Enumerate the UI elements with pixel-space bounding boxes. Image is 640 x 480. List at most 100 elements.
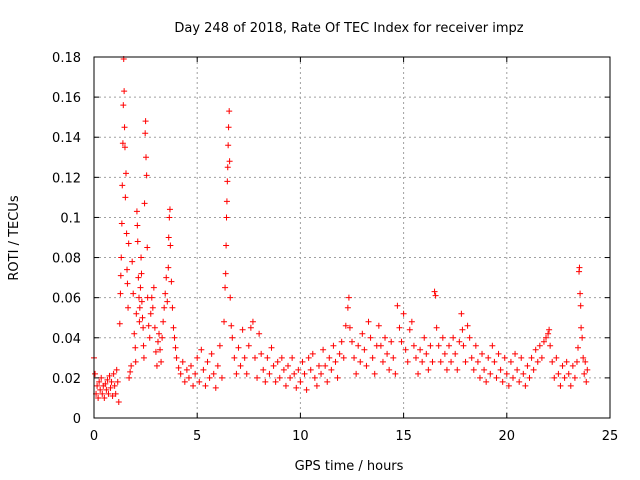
data-point <box>520 370 527 377</box>
data-point <box>553 354 560 361</box>
data-point <box>181 378 188 385</box>
data-point <box>551 374 558 381</box>
data-point <box>575 344 582 351</box>
data-point <box>115 398 122 405</box>
data-point <box>377 342 384 349</box>
data-point <box>340 354 347 361</box>
data-point <box>382 334 389 341</box>
data-point <box>485 354 492 361</box>
x-tick-label: 15 <box>395 429 412 444</box>
data-point <box>427 342 434 349</box>
chart-title: Day 248 of 2018, Rate Of TEC Index for r… <box>174 21 523 36</box>
y-tick-label: 0.1 <box>60 211 81 226</box>
data-point <box>159 334 166 341</box>
data-point <box>132 358 139 365</box>
data-point <box>143 154 150 161</box>
data-point <box>226 108 233 115</box>
data-point <box>165 234 172 241</box>
data-point <box>256 330 263 337</box>
data-point <box>448 358 455 365</box>
data-point <box>222 270 229 277</box>
data-point <box>561 374 568 381</box>
data-point <box>150 284 157 291</box>
data-point <box>135 294 142 301</box>
data-point <box>188 362 195 369</box>
data-point <box>509 374 516 381</box>
data-point <box>266 370 273 377</box>
data-point <box>532 346 539 353</box>
data-point <box>142 118 149 125</box>
data-point <box>149 304 156 311</box>
data-point <box>555 370 562 377</box>
data-point <box>355 342 362 349</box>
data-point <box>254 374 261 381</box>
data-point <box>165 264 172 271</box>
data-point <box>526 374 533 381</box>
data-point <box>402 346 409 353</box>
data-point <box>534 358 541 365</box>
data-point <box>514 366 521 373</box>
data-point <box>459 326 466 333</box>
y-tick-label: 0.02 <box>52 372 81 387</box>
data-point <box>315 362 322 369</box>
data-point <box>538 354 545 361</box>
data-point <box>287 374 294 381</box>
data-point <box>569 362 576 369</box>
data-point <box>121 88 128 95</box>
data-point <box>419 358 426 365</box>
data-point <box>105 390 112 397</box>
data-point <box>536 342 543 349</box>
data-point <box>307 366 314 373</box>
data-point <box>282 382 289 389</box>
data-point <box>406 326 413 333</box>
data-point <box>185 374 192 381</box>
data-point <box>183 366 190 373</box>
data-point <box>117 272 124 279</box>
x-tick-label: 5 <box>193 429 201 444</box>
data-point <box>168 278 175 285</box>
data-point <box>503 370 510 377</box>
data-point <box>223 214 230 221</box>
data-point <box>297 378 304 385</box>
data-point <box>545 330 552 337</box>
data-point <box>474 358 481 365</box>
data-point <box>322 362 329 369</box>
data-point <box>260 366 267 373</box>
data-point <box>345 294 352 301</box>
data-point <box>152 348 159 355</box>
data-point <box>357 358 364 365</box>
data-point <box>143 172 150 179</box>
data-point <box>578 324 585 331</box>
data-point <box>223 242 230 249</box>
data-point <box>147 310 154 317</box>
data-point <box>229 334 236 341</box>
data-point <box>524 362 531 369</box>
data-point <box>231 354 238 361</box>
x-axis-label: GPS time / hours <box>295 459 404 474</box>
y-tick-label: 0.12 <box>52 171 81 186</box>
data-point <box>119 140 126 147</box>
data-point <box>172 344 179 351</box>
data-point <box>262 378 269 385</box>
data-point <box>433 324 440 331</box>
data-point <box>222 284 229 291</box>
data-point <box>543 334 550 341</box>
data-point <box>388 338 395 345</box>
data-point <box>404 358 411 365</box>
data-point <box>342 322 349 329</box>
data-point <box>435 342 442 349</box>
data-point <box>367 334 374 341</box>
data-point <box>158 358 165 365</box>
data-point <box>408 318 415 325</box>
data-point <box>133 310 140 317</box>
data-point <box>221 318 228 325</box>
data-point <box>245 342 252 349</box>
data-point <box>125 240 132 247</box>
data-point <box>258 350 265 357</box>
data-point <box>412 354 419 361</box>
data-point <box>170 324 177 331</box>
data-point <box>481 366 488 373</box>
data-point <box>432 292 439 299</box>
data-point <box>225 142 232 149</box>
